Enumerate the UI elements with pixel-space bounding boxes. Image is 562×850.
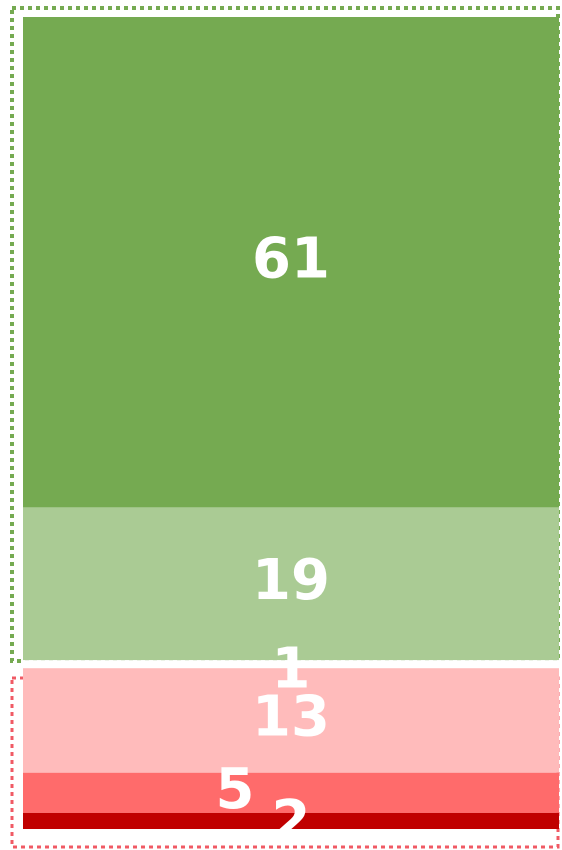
bar-segment xyxy=(23,812,559,829)
data-label: 61 xyxy=(252,226,330,291)
data-label: 5 xyxy=(216,757,255,822)
data-label: 2 xyxy=(272,789,311,850)
bar-segment xyxy=(23,660,559,669)
bar-segment xyxy=(23,507,559,661)
data-label: 19 xyxy=(252,548,330,613)
bar-segment xyxy=(23,772,559,813)
data-label: 13 xyxy=(252,685,330,750)
data-label: 1 xyxy=(272,636,311,701)
bar-segment xyxy=(23,17,559,508)
bar-segment xyxy=(23,668,559,773)
